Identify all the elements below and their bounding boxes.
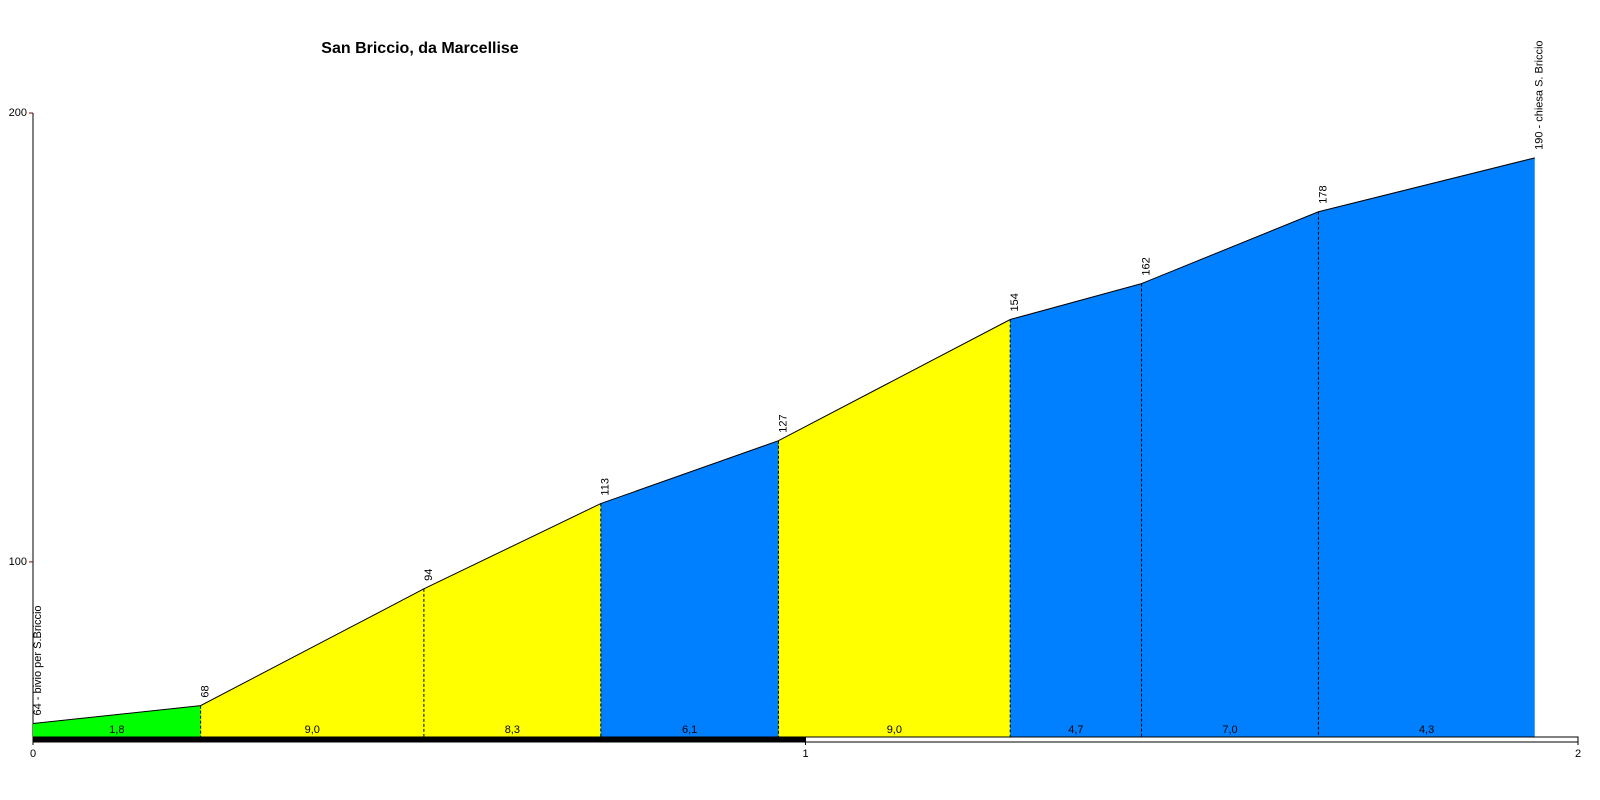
segment-area (200, 588, 424, 737)
segment-area (423, 503, 601, 737)
point-label: 190 - chiesa S. Briccio (1534, 40, 1546, 149)
segment-area (778, 319, 1011, 737)
grade-label: 4,7 (1068, 724, 1083, 736)
x-tick-label: 2 (1575, 748, 1581, 760)
scale-bar (805, 736, 1579, 743)
y-tick-label: 200 (9, 107, 27, 119)
point-label: 162 (1140, 257, 1152, 275)
segment-area (1010, 283, 1142, 737)
grade-label: 8,3 (505, 724, 520, 736)
y-tick-label: 100 (9, 556, 27, 568)
x-tick-label: 0 (30, 748, 36, 760)
grade-label: 9,0 (887, 724, 902, 736)
x-tick-label: 1 (802, 748, 808, 760)
scale-bar (32, 736, 806, 743)
point-label: 154 (1009, 293, 1021, 311)
segment-area (1318, 157, 1535, 737)
segment-area (33, 705, 201, 737)
profile-line (32, 157, 1535, 725)
chart-title: San Briccio, da Marcellise (321, 40, 519, 57)
segment-area (600, 440, 779, 737)
point-label: 178 (1317, 185, 1329, 203)
point-label: 113 (600, 478, 612, 496)
point-label: 127 (777, 414, 789, 432)
point-label: 64 - bivio per S.Briccio (32, 605, 44, 715)
point-label: 68 (200, 685, 212, 697)
grade-label: 1,8 (109, 724, 124, 736)
grade-label: 9,0 (305, 724, 320, 736)
grade-label: 7,0 (1222, 724, 1237, 736)
grade-label: 4,3 (1419, 724, 1434, 736)
segment-area (1141, 211, 1319, 738)
point-label: 94 (423, 569, 435, 581)
grade-label: 6,1 (682, 724, 697, 736)
